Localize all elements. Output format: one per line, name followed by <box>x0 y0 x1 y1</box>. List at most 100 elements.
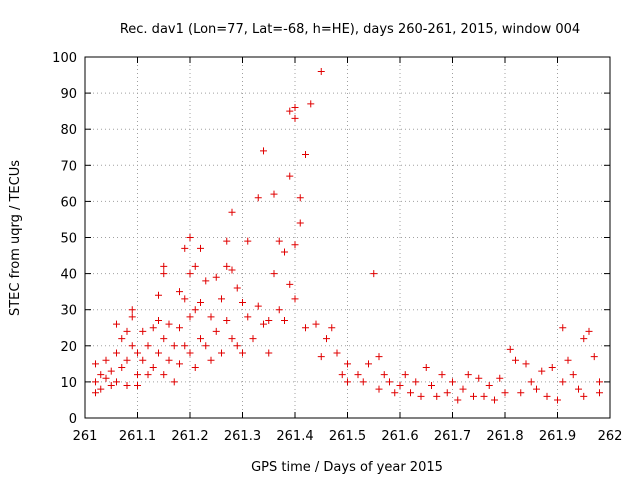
data-point <box>286 280 294 288</box>
data-point <box>548 363 556 371</box>
data-point <box>233 342 241 350</box>
data-point <box>575 385 582 393</box>
data-point <box>281 248 288 256</box>
data-point <box>113 349 120 357</box>
data-point <box>244 237 252 245</box>
data-point <box>134 349 141 357</box>
x-tick-label: 261.9 <box>539 429 576 444</box>
data-point <box>454 396 462 404</box>
data-point <box>307 100 315 108</box>
data-point <box>107 382 115 390</box>
data-point <box>176 288 183 296</box>
data-point <box>155 317 162 325</box>
y-tick-label: 10 <box>60 376 77 391</box>
data-point <box>144 342 152 350</box>
data-point <box>596 378 603 386</box>
data-point <box>370 270 378 278</box>
data-point <box>359 378 367 386</box>
data-point <box>569 371 577 379</box>
data-point <box>102 356 110 364</box>
data-point <box>197 335 204 343</box>
data-point <box>422 363 430 371</box>
data-point <box>375 385 383 393</box>
data-point <box>128 313 136 321</box>
data-point <box>218 349 225 357</box>
data-point <box>239 349 246 357</box>
data-point <box>554 396 561 404</box>
data-point <box>323 335 330 343</box>
data-point <box>475 374 483 382</box>
y-tick-label: 60 <box>60 195 77 210</box>
data-point <box>207 313 215 321</box>
data-point <box>134 371 141 379</box>
x-tick-label: 261.7 <box>434 429 471 444</box>
data-point <box>228 335 236 343</box>
data-point <box>191 363 199 371</box>
data-point <box>102 374 110 382</box>
chart-title: Rec. dav1 (Lon=77, Lat=-68, h=HE), days … <box>120 22 580 37</box>
x-axis-label: GPS time / Days of year 2015 <box>251 460 443 475</box>
data-point <box>354 371 362 379</box>
data-point <box>149 324 157 332</box>
data-point <box>160 371 168 379</box>
data-point <box>223 237 231 245</box>
data-point <box>443 389 451 397</box>
data-point <box>312 320 320 328</box>
data-point <box>302 324 309 332</box>
data-point <box>386 378 393 386</box>
data-point <box>197 244 204 252</box>
data-point <box>338 371 346 379</box>
data-point <box>202 277 210 285</box>
data-point <box>160 262 168 270</box>
data-point <box>165 320 173 328</box>
data-point <box>149 363 157 371</box>
data-point <box>590 353 598 361</box>
x-tick-label: 261.8 <box>486 429 523 444</box>
data-point <box>559 378 567 386</box>
data-point <box>218 295 225 303</box>
y-axis-label: STEC from uqrg / TECUs <box>8 160 23 316</box>
data-points <box>92 67 603 404</box>
data-point <box>228 266 236 274</box>
data-point <box>480 392 488 400</box>
data-point <box>317 353 325 361</box>
y-tick-label: 80 <box>60 123 77 138</box>
data-point <box>139 356 147 364</box>
data-point <box>496 374 504 382</box>
data-point <box>464 371 472 379</box>
y-tick-label: 70 <box>60 159 77 174</box>
data-point <box>328 324 336 332</box>
data-point <box>260 320 267 328</box>
data-point <box>491 396 498 404</box>
data-point <box>401 371 409 379</box>
data-point <box>254 194 262 202</box>
data-point <box>380 371 388 379</box>
data-point <box>344 378 351 386</box>
data-point <box>517 389 525 397</box>
data-point <box>97 385 105 393</box>
data-point <box>128 342 136 350</box>
data-point <box>170 342 178 350</box>
data-point <box>107 367 115 375</box>
data-point <box>223 317 231 325</box>
data-point <box>113 378 120 386</box>
data-point <box>470 392 477 400</box>
data-point <box>118 335 126 343</box>
data-point <box>165 356 173 364</box>
data-point <box>176 324 183 332</box>
data-point <box>155 349 162 357</box>
data-point <box>160 335 168 343</box>
data-point <box>527 378 535 386</box>
data-point <box>181 295 189 303</box>
data-point <box>270 270 278 278</box>
x-tick-label: 261.1 <box>119 429 156 444</box>
data-point <box>580 392 588 400</box>
data-point <box>233 284 241 292</box>
data-point <box>265 349 273 357</box>
data-point <box>123 327 131 335</box>
x-tick-label: 261.6 <box>381 429 418 444</box>
data-point <box>585 327 593 335</box>
data-point <box>244 313 252 321</box>
y-tick-label: 50 <box>60 232 77 247</box>
